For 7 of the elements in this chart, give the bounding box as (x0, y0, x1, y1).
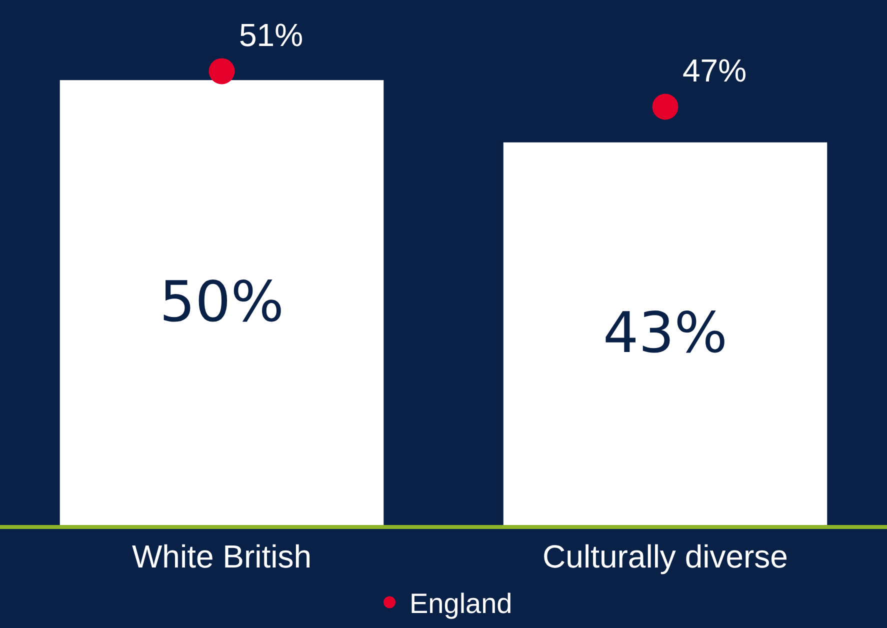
data-label: 51% (239, 16, 304, 53)
data-label: 47% (682, 52, 747, 89)
data-label: 43% (603, 301, 728, 366)
data-label: 50% (160, 270, 284, 336)
x-tick-label: Culturally diverse (542, 538, 788, 574)
legend-label: England (410, 588, 512, 620)
x-tick-label: White British (132, 538, 312, 574)
